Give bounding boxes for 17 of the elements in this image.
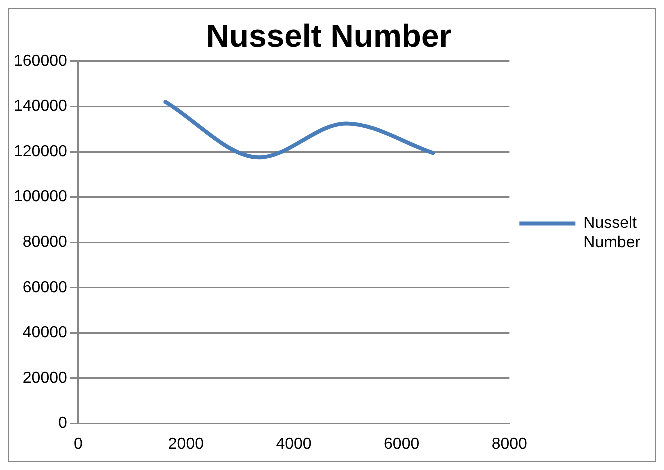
- x-tick-label: 6000: [384, 436, 420, 453]
- x-tick-label: 4000: [276, 436, 312, 453]
- y-tick-label: 0: [58, 415, 68, 432]
- x-tick-label: 2000: [168, 436, 204, 453]
- line-series: [164, 100, 436, 160]
- y-tick-label: 80000: [22, 234, 68, 252]
- y-tick-label: 20000: [22, 370, 68, 387]
- x-tick-label: 0: [74, 436, 83, 453]
- chart-title: Nusselt Number: [206, 18, 452, 54]
- y-tick-label: 140000: [14, 98, 68, 116]
- y-tick-label: 160000: [14, 52, 68, 70]
- y-tick-label: 60000: [22, 279, 68, 296]
- x-tick-label: 8000: [492, 436, 528, 453]
- y-tick-label: 40000: [22, 324, 68, 342]
- y-tick-label: 120000: [14, 143, 68, 160]
- y-tick-label: 100000: [14, 188, 68, 206]
- legend-label: Nusselt Number: [584, 215, 642, 252]
